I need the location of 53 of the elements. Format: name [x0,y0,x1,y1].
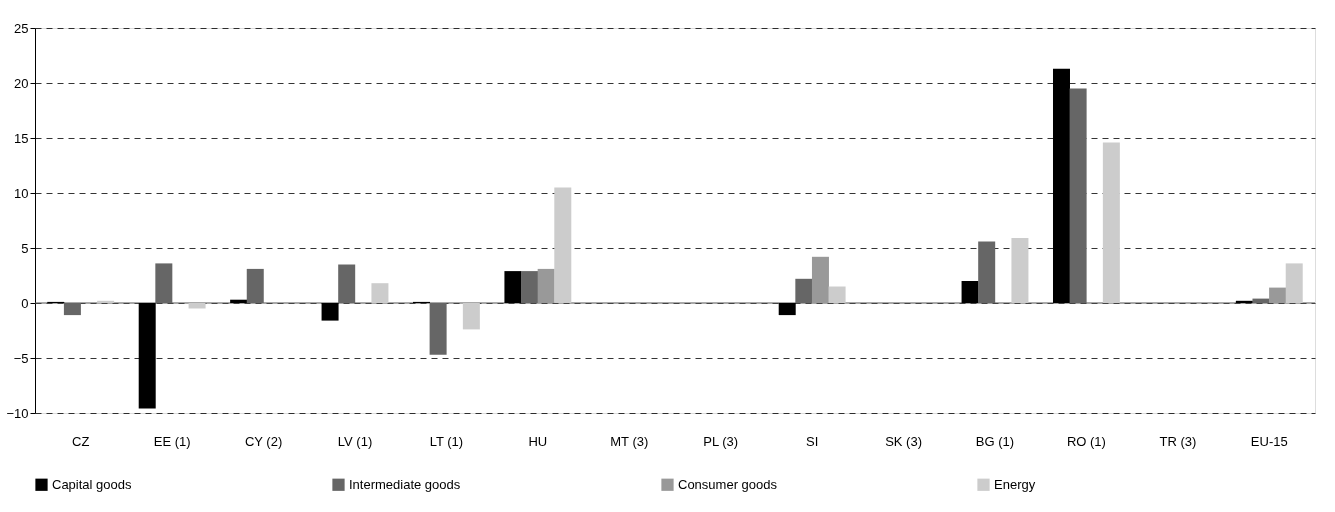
bar [1102,142,1120,303]
bar [537,268,555,303]
x-tick-label: CZ [72,433,90,449]
x-tick-label: EE (1) [153,433,191,449]
legend-label: Capital goods [52,476,132,492]
y-tick-label: 0 [21,295,29,311]
bar [1285,263,1303,303]
bar [811,256,829,303]
bar [1269,287,1287,303]
bar [321,303,339,321]
bar [97,300,115,303]
bar [155,263,173,303]
x-tick-label: TR (3) [1159,433,1197,449]
bar [504,271,522,303]
legend-label: Energy [994,476,1036,492]
bar [246,268,264,303]
bar [778,303,796,316]
bar [978,241,996,303]
bar [1011,238,1029,303]
y-tick-label: 15 [14,130,29,146]
bar [188,303,206,309]
bar [63,303,81,316]
x-tick-label: EU-15 [1250,433,1288,449]
legend-label: Intermediate goods [349,476,461,492]
bar [554,187,572,303]
bar [1252,298,1270,303]
bar [795,278,813,303]
y-tick-label: 5 [21,240,29,256]
bar [521,271,539,303]
legend-label: Consumer goods [678,476,778,492]
bar [961,281,979,303]
x-tick-label: BG (1) [975,433,1015,449]
x-tick-label: SI [805,433,819,449]
y-tick-label: −5 [13,350,29,366]
y-tick-label: 20 [14,75,29,91]
bar [338,264,356,303]
x-tick-label: SK (3) [885,433,922,449]
bar [462,303,480,330]
y-tick-label: −10 [6,405,29,421]
bar [1069,88,1087,303]
x-tick-label: PL (3) [703,433,739,449]
x-tick-label: LV (1) [337,433,373,449]
x-tick-label: HU [528,433,548,449]
bar [230,299,248,303]
bar [828,286,846,303]
x-tick-label: RO (1) [1066,433,1106,449]
y-tick-label: 25 [14,20,29,36]
y-tick-label: 10 [14,185,29,201]
bar [429,303,447,355]
x-tick-label: MT (3) [610,433,649,449]
bar [371,283,389,303]
x-tick-label: LT (1) [429,433,464,449]
x-tick-label: CY (2) [244,433,283,449]
